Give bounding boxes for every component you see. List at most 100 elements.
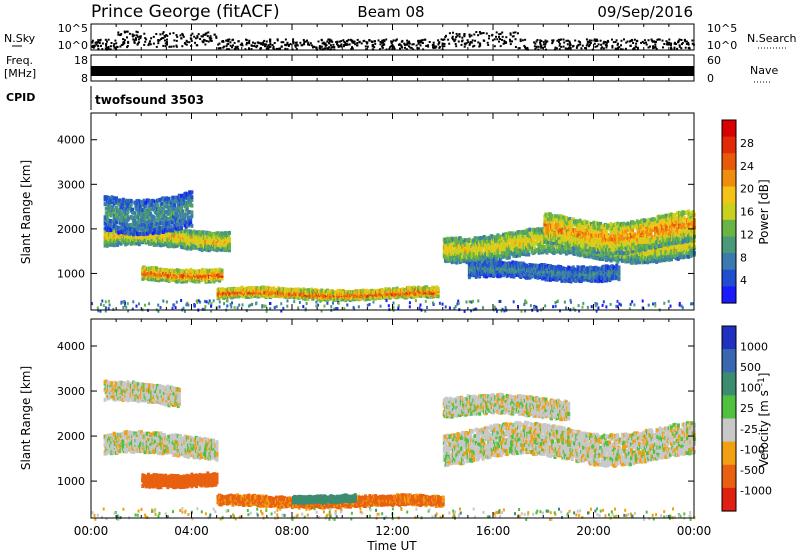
heatmap-cell xyxy=(120,211,124,216)
heatmap-cell xyxy=(201,230,205,235)
nsky-point xyxy=(428,41,431,43)
heatmap-cell xyxy=(129,231,133,236)
heatmap-cell xyxy=(160,277,164,282)
nsky-point xyxy=(325,44,328,47)
nsky-point xyxy=(653,46,656,49)
nsky-point xyxy=(132,38,135,41)
nsky-point xyxy=(495,31,498,34)
heatmap-cell xyxy=(167,196,171,201)
heatmap-cell xyxy=(175,223,179,228)
nsky-point xyxy=(568,47,571,50)
nsky-point xyxy=(623,38,625,41)
nsky-point xyxy=(304,40,307,43)
nsky-point xyxy=(227,40,230,43)
nsky-point xyxy=(661,39,664,42)
nsky-point xyxy=(346,43,349,46)
heatmap-cell xyxy=(185,206,189,211)
nsky-point xyxy=(131,33,134,36)
nsky-point xyxy=(471,39,474,42)
nsky-point xyxy=(614,47,617,50)
nsky-point xyxy=(196,44,199,47)
nsky-point xyxy=(579,43,582,46)
nsky-point xyxy=(655,40,657,43)
nsky-point xyxy=(393,47,396,50)
nsky-point xyxy=(406,41,409,44)
nsky-point xyxy=(410,47,413,49)
nsky-point xyxy=(635,45,638,48)
nsky-point xyxy=(556,39,559,42)
nsky-point xyxy=(95,43,98,46)
heatmap-cell xyxy=(511,231,515,236)
heatmap-cell xyxy=(158,197,162,202)
nsky-point xyxy=(614,41,617,44)
heatmap-cell xyxy=(466,243,470,247)
nsky-point xyxy=(105,48,108,51)
nsky-point xyxy=(505,36,508,39)
nsky-point xyxy=(641,40,644,43)
nsky-point xyxy=(477,41,480,44)
nsky-point xyxy=(632,42,635,44)
heatmap-cell xyxy=(103,202,107,207)
nsky-point xyxy=(580,47,583,50)
nsky-point xyxy=(552,39,555,42)
heatmap-cell xyxy=(173,207,177,211)
nsky-point xyxy=(509,38,511,41)
nsky-point xyxy=(161,37,164,40)
nsky-point xyxy=(126,36,128,39)
nsky-point xyxy=(542,41,545,44)
nsky-point xyxy=(373,40,376,43)
nsky-point xyxy=(185,39,188,42)
nsky-point xyxy=(104,38,107,41)
nsky-point xyxy=(319,45,322,48)
nsky-point xyxy=(470,41,473,44)
nsky-point xyxy=(106,46,108,49)
nsky-point xyxy=(231,46,233,49)
heatmap-cell xyxy=(116,238,120,243)
nsky-point xyxy=(217,43,220,46)
heatmap-cell xyxy=(170,220,174,225)
nsky-point xyxy=(533,41,536,44)
nsky-point xyxy=(262,43,264,46)
heatmap-cell xyxy=(105,214,109,219)
nsky-point xyxy=(328,46,331,49)
heatmap-cell xyxy=(198,247,202,251)
nsky-point xyxy=(432,47,435,49)
heatmap-cell xyxy=(152,207,156,212)
heatmap-cell xyxy=(186,192,190,197)
nsky-point xyxy=(417,47,420,50)
heatmap-cell xyxy=(174,195,178,200)
heatmap-cell xyxy=(493,253,496,258)
freq-band xyxy=(91,66,694,76)
nsky-point xyxy=(291,48,294,51)
nsky-point xyxy=(122,43,125,46)
heatmap-cell xyxy=(186,271,189,276)
nsky-point xyxy=(498,40,500,43)
nsky-point xyxy=(498,35,500,38)
nsky-point xyxy=(496,38,499,41)
heatmap-cell xyxy=(166,205,170,210)
nsky-point xyxy=(351,46,353,49)
heatmap-cell xyxy=(473,254,477,259)
nsky-point xyxy=(250,44,253,47)
nsky-point xyxy=(344,43,347,46)
nsky-point xyxy=(122,38,125,41)
nsky-point xyxy=(226,43,229,46)
heatmap-cell xyxy=(144,204,148,209)
nsky-point xyxy=(398,43,400,46)
heatmap-cell xyxy=(240,285,244,290)
nsky-point xyxy=(377,39,380,42)
nsky-point xyxy=(688,47,691,50)
nsky-tick-bottom: 10^0 xyxy=(58,39,88,52)
nsky-point xyxy=(564,47,567,50)
nsky-point xyxy=(636,46,639,49)
nsky-point xyxy=(419,41,422,44)
heatmap-cell xyxy=(496,254,500,259)
nsky-point xyxy=(624,47,627,50)
nsky-point xyxy=(632,48,635,51)
nsky-point xyxy=(123,39,126,42)
nsky-point xyxy=(390,45,393,47)
nsky-point xyxy=(210,37,213,40)
nsky-point xyxy=(208,36,211,39)
nsky-point xyxy=(651,40,654,43)
nsky-point xyxy=(472,45,475,48)
